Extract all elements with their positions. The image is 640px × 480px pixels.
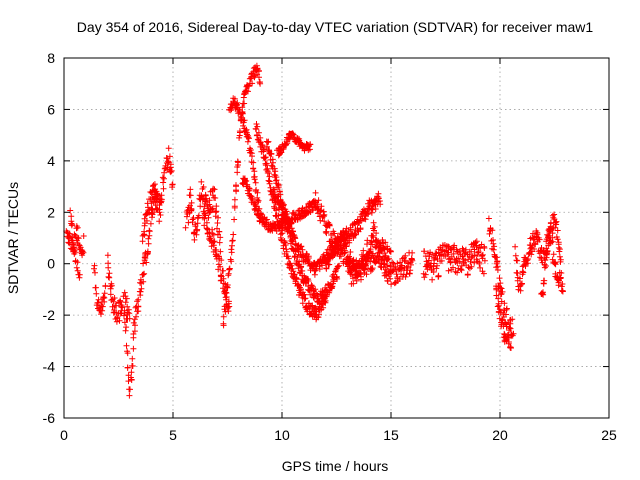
x-tick-label: 5 — [169, 427, 177, 443]
x-tick-label: 0 — [60, 427, 68, 443]
x-tick-label: 15 — [383, 427, 399, 443]
y-axis-label: SDTVAR / TECUs — [5, 182, 21, 294]
y-tick-label: 0 — [47, 256, 55, 272]
x-axis-label: GPS time / hours — [282, 458, 389, 474]
chart-title: Day 354 of 2016, Sidereal Day-to-day VTE… — [77, 19, 594, 35]
x-tick-label: 10 — [274, 427, 290, 443]
y-tick-label: -4 — [43, 359, 56, 375]
axis-ticks: 0 5 10 15 20 25 -6 -4 -2 0 2 4 6 8 — [43, 50, 617, 443]
x-tick-label: 25 — [601, 427, 617, 443]
y-tick-label: 8 — [47, 50, 55, 66]
y-tick-label: -6 — [43, 410, 56, 426]
x-tick-label: 20 — [492, 427, 508, 443]
y-tick-label: 2 — [47, 204, 55, 220]
plot-frame — [63, 57, 610, 419]
data-points — [63, 62, 566, 399]
y-tick-label: 6 — [47, 101, 55, 117]
y-tick-label: 4 — [47, 153, 55, 169]
y-tick-label: -2 — [43, 307, 56, 323]
data-point-markers — [63, 62, 566, 399]
